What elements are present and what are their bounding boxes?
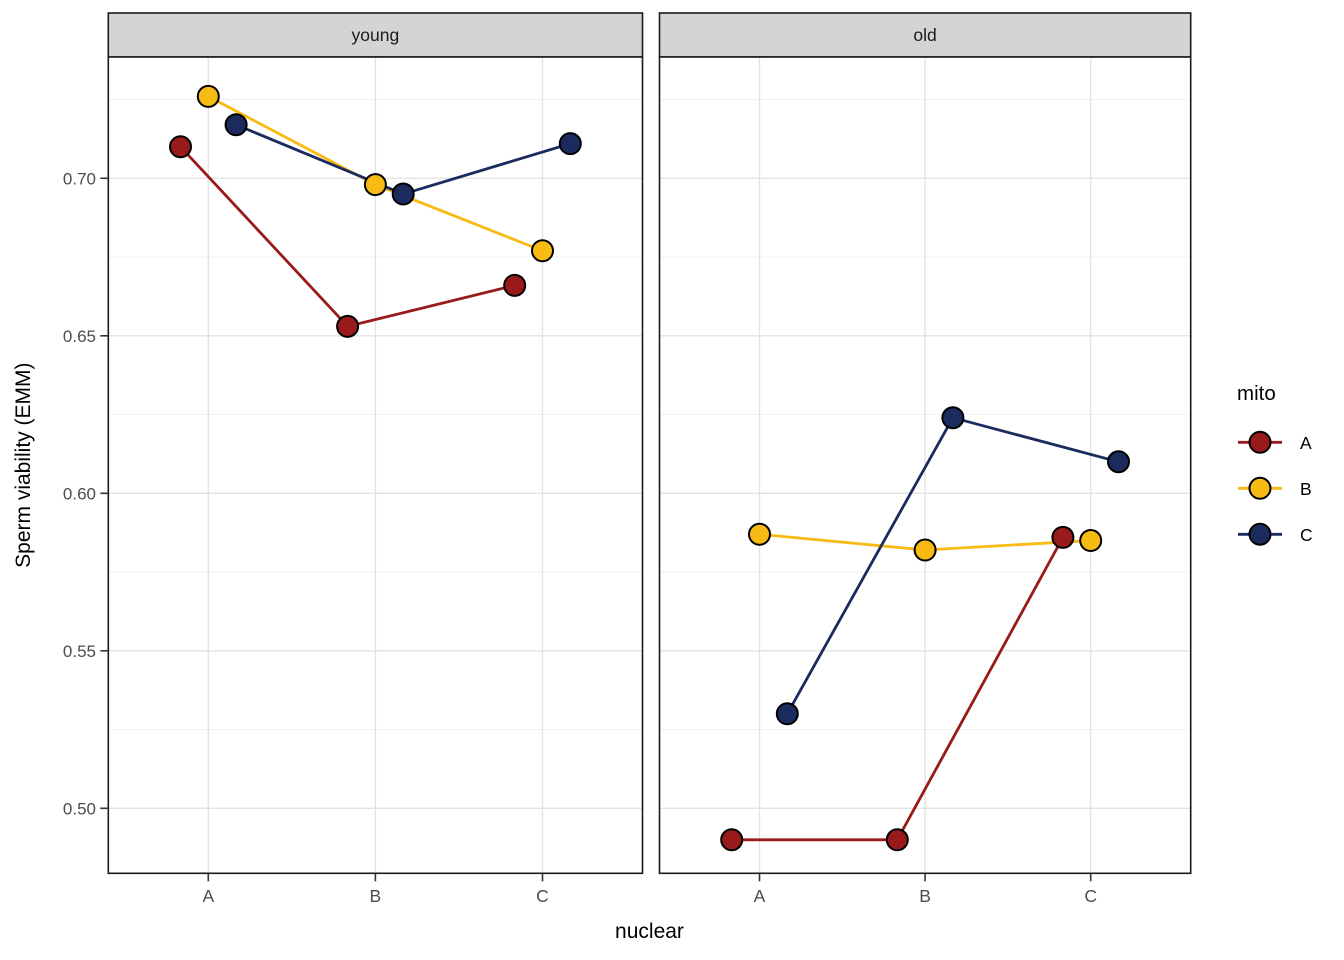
legend-key-point-c: [1248, 522, 1272, 546]
facet-strips: young old: [107, 12, 1192, 58]
y-tick-label: 0.50: [63, 799, 96, 818]
data-point-a: [885, 828, 909, 852]
facet-strip-old: [658, 12, 1192, 58]
legend-key-point-b: [1248, 476, 1272, 500]
x-tick-label: A: [754, 886, 766, 906]
data-point-b: [363, 173, 387, 197]
data-point-c: [1107, 450, 1130, 474]
gridlines: [108, 57, 1191, 874]
data-point-c: [558, 132, 582, 156]
data-point-b: [196, 84, 220, 108]
data-point-c: [391, 182, 415, 206]
legend-label-a: A: [1300, 433, 1312, 453]
x-tick-label: C: [1084, 886, 1097, 906]
data-point-b: [913, 538, 937, 562]
y-tick-label: 0.65: [63, 327, 96, 346]
data-point-b: [748, 522, 771, 546]
data-series: [169, 84, 1130, 852]
legend-keys: [1238, 430, 1282, 546]
axis-ticks: [100, 177, 1092, 882]
x-axis-title: nuclear: [615, 920, 684, 943]
data-point-a: [503, 273, 527, 297]
y-axis-title: Sperm viability (EMM): [12, 363, 35, 568]
x-tick-label: A: [202, 886, 214, 906]
data-point-a: [1051, 525, 1075, 549]
data-point-c: [775, 702, 799, 726]
x-tick-label: C: [536, 886, 549, 906]
legend-label-b: B: [1300, 479, 1312, 499]
data-point-b: [1079, 529, 1103, 553]
facet-strip-young: [107, 12, 644, 58]
data-point-a: [169, 135, 192, 159]
y-tick-label: 0.55: [63, 642, 96, 661]
data-point-a: [336, 314, 360, 338]
legend: mito A B C: [1237, 382, 1313, 546]
legend-title: mito: [1237, 382, 1276, 405]
x-tick-label: B: [370, 886, 382, 906]
x-axis-tick-labels: A B C A B C: [202, 886, 1097, 906]
facet-label-old: old: [913, 25, 936, 45]
data-point-b: [531, 239, 554, 263]
data-point-c: [224, 113, 248, 137]
y-axis-tick-labels: 0.70 0.65 0.60 0.55 0.50: [63, 169, 96, 818]
data-point-c: [941, 406, 965, 430]
panel-backgrounds: [108, 57, 1191, 874]
x-tick-label: B: [919, 886, 931, 906]
data-point-a: [720, 828, 744, 852]
facet-label-young: young: [352, 25, 400, 45]
legend-label-c: C: [1300, 525, 1313, 545]
legend-key-point-a: [1248, 430, 1272, 454]
y-tick-label: 0.60: [63, 484, 96, 503]
y-tick-label: 0.70: [63, 169, 96, 188]
